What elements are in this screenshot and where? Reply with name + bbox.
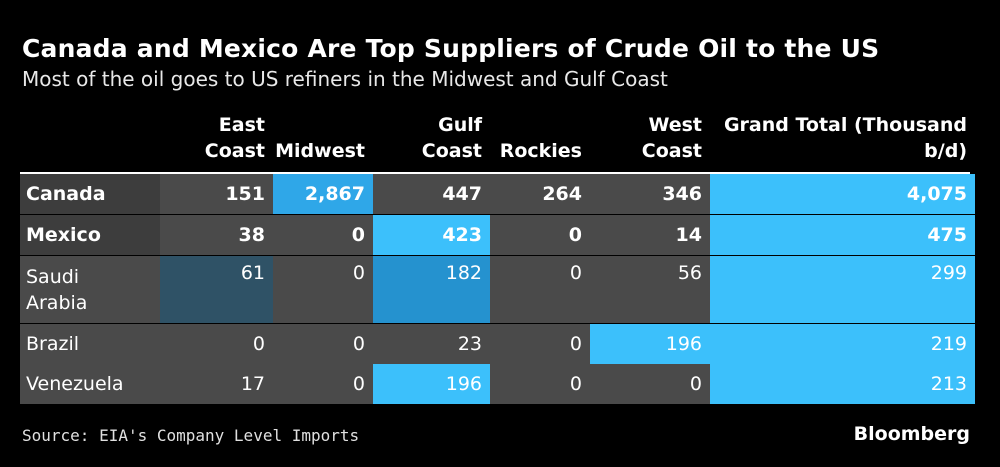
value-cell-midwest: 0: [273, 215, 373, 255]
column-header-east: East Coast: [205, 112, 265, 164]
bloomberg-logo: Bloomberg: [853, 423, 970, 445]
country-name: Mexico: [26, 224, 101, 246]
value-cell-rockies: 0: [490, 324, 590, 364]
value-cell-gulf: 23: [373, 324, 490, 364]
value-cell-west: 346: [590, 174, 710, 214]
value-cell-east: 0: [160, 324, 273, 364]
country-cell: Canada: [20, 174, 160, 214]
value-cell-total: 213: [710, 364, 975, 404]
value-cell-gulf: 196: [373, 364, 490, 404]
country-cell: Saudi Arabia: [20, 256, 160, 323]
value-cell-rockies: 0: [490, 364, 590, 404]
country-name: Brazil: [26, 333, 80, 355]
value-cell-midwest: 0: [273, 324, 373, 364]
column-header-total: Grand Total (Thousand b/d): [724, 112, 967, 164]
value-cell-midwest: 2,867: [273, 174, 373, 214]
value-cell-west: 0: [590, 364, 710, 404]
column-header-line: b/d): [924, 140, 967, 162]
value-cell-west: 56: [590, 256, 710, 323]
value-cell-total: 219: [710, 324, 975, 364]
value-cell-total: 475: [710, 215, 975, 255]
country-cell: Mexico: [20, 215, 160, 255]
value-cell-rockies: 0: [490, 256, 590, 323]
column-header-midwest: Midwest: [275, 138, 365, 164]
column-header-rockies: Rockies: [500, 138, 582, 164]
value-cell-total: 4,075: [710, 174, 975, 214]
country-cell: Brazil: [20, 324, 160, 364]
value-cell-midwest: 0: [273, 256, 373, 323]
column-header-line: Rockies: [499, 140, 582, 162]
chart-subtitle: Most of the oil goes to US refiners in t…: [22, 67, 668, 91]
value-cell-west: 14: [590, 215, 710, 255]
value-cell-gulf: 423: [373, 215, 490, 255]
column-header-line: West: [648, 114, 702, 136]
column-header-line: Midwest: [275, 140, 365, 162]
value-cell-gulf: 447: [373, 174, 490, 214]
value-cell-gulf: 182: [373, 256, 490, 323]
chart-title: Canada and Mexico Are Top Suppliers of C…: [22, 34, 880, 63]
column-header-line: Coast: [641, 140, 702, 162]
column-header-line: Grand Total (Thousand: [723, 114, 967, 136]
value-cell-rockies: 0: [490, 215, 590, 255]
value-cell-east: 38: [160, 215, 273, 255]
country-name: Arabia: [26, 291, 88, 314]
value-cell-east: 151: [160, 174, 273, 214]
value-cell-total: 299: [710, 256, 975, 323]
column-header-line: East: [218, 114, 265, 136]
value-cell-west: 196: [590, 324, 710, 364]
source-note: Source: EIA's Company Level Imports: [22, 426, 360, 445]
column-header-line: Coast: [421, 140, 482, 162]
country-name: Venezuela: [26, 373, 124, 395]
column-header-line: Gulf: [438, 114, 482, 136]
country-cell: Venezuela: [20, 364, 160, 404]
country-name: Canada: [26, 183, 106, 205]
country-name: Saudi: [26, 265, 80, 288]
column-header-west: West Coast: [642, 112, 702, 164]
value-cell-midwest: 0: [273, 364, 373, 404]
column-header-gulf: Gulf Coast: [422, 112, 482, 164]
column-header-line: Coast: [204, 140, 265, 162]
value-cell-rockies: 264: [490, 174, 590, 214]
value-cell-east: 61: [160, 256, 273, 323]
value-cell-east: 17: [160, 364, 273, 404]
header-divider: [20, 172, 970, 174]
